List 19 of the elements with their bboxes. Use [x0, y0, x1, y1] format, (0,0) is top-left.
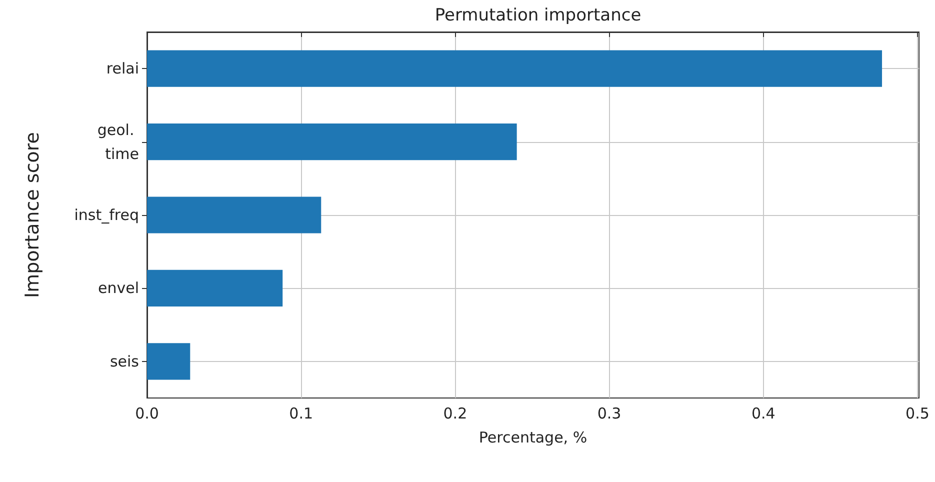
bar [147, 270, 283, 306]
y-tick-label: relai [106, 60, 139, 78]
x-tick-label: 0.4 [751, 404, 776, 422]
x-tick-label: 0.2 [443, 404, 468, 422]
y-tick-label: seis [110, 352, 140, 370]
x-tick-label: 0.3 [597, 404, 622, 422]
bar [147, 124, 517, 160]
y-tick-label: envel [98, 279, 139, 298]
x-tick-label: 0.5 [906, 404, 930, 422]
y-tick-label: inst_freq [74, 206, 139, 224]
x-tick-label: 0.0 [135, 404, 159, 422]
x-axis-title: Percentage, % [478, 428, 588, 446]
y-tick-label: geol. time [97, 120, 139, 163]
x-tick-label: 0.1 [289, 404, 314, 422]
bar [147, 343, 190, 380]
y-axis-title: Importance score [22, 132, 44, 298]
bar [147, 196, 322, 234]
bar [147, 50, 882, 87]
chart-title: Permutation importance [434, 6, 642, 26]
